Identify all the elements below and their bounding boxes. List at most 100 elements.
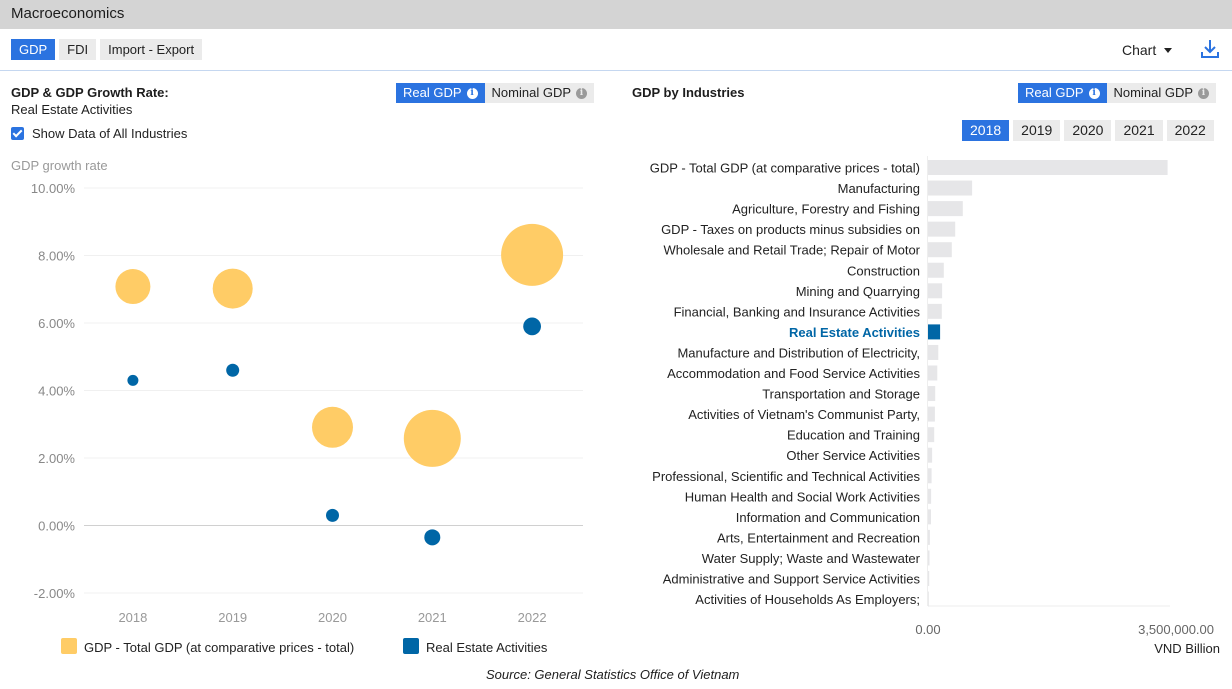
category-label: Human Health and Social Work Activities [685, 489, 921, 504]
category-label: Water Supply; Waste and Wastewater [702, 551, 921, 566]
info-icon[interactable]: i [1088, 87, 1100, 99]
left-nominal-gdp-option[interactable]: Nominal GDP i [484, 83, 594, 103]
show-all-industries-label: Show Data of All Industries [32, 126, 188, 141]
y-tick-label: 2.00% [38, 451, 75, 466]
bar [928, 529, 930, 545]
bar [928, 591, 929, 607]
category-label: Financial, Banking and Insurance Activit… [674, 304, 921, 319]
right-nominal-gdp-option[interactable]: Nominal GDP i [1106, 83, 1216, 103]
checkbox-checked-icon[interactable] [11, 127, 24, 140]
year-2020-button[interactable]: 2020 [1064, 120, 1112, 141]
bar [928, 550, 930, 566]
bubble-real-estate [424, 529, 441, 546]
bar [928, 488, 932, 504]
bar [928, 509, 931, 525]
category-label: Manufacturing [838, 181, 920, 196]
category-label: Real Estate Activities [789, 325, 920, 340]
legend-swatch [61, 638, 77, 654]
category-label: Education and Training [787, 428, 920, 443]
download-icon[interactable] [1199, 38, 1221, 60]
category-label: GDP - Total GDP (at comparative prices -… [650, 161, 920, 176]
show-all-industries-checkbox[interactable]: Show Data of All Industries [11, 126, 187, 141]
y-tick-label: 8.00% [38, 249, 75, 264]
bubble-total-gdp [501, 223, 564, 286]
bar [928, 201, 963, 217]
left-nominal-gdp-label: Nominal GDP [491, 85, 571, 100]
year-2022-button[interactable]: 2022 [1166, 120, 1214, 141]
bar [928, 303, 942, 319]
info-icon[interactable]: i [1198, 87, 1209, 99]
growth-chart-title: GDP & GDP Growth Rate: [11, 85, 169, 100]
bar [928, 160, 1168, 175]
bar [928, 571, 930, 586]
header-divider [0, 70, 1232, 71]
x-tick-label: 2020 [318, 610, 347, 625]
right-real-gdp-option[interactable]: Real GDP i [1018, 83, 1107, 103]
app-title: Macroeconomics [11, 5, 125, 22]
y-tick-label: 6.00% [38, 316, 75, 331]
x-axis-unit-label: VND Billion [1154, 641, 1220, 656]
right-real-gdp-label: Real GDP [1025, 85, 1084, 100]
bubble-real-estate [523, 317, 541, 336]
bar [928, 262, 944, 278]
legend-swatch [403, 638, 419, 654]
app-header: Macroeconomics [0, 0, 1232, 29]
growth-bubble-chart: GDP growth rate -2.00% 0.00% 2.00% 4.00% 6.00… [11, 158, 583, 655]
bubble-real-estate [127, 374, 139, 386]
legend-label: Real Estate Activities [426, 640, 548, 655]
y-tick-label: 4.00% [38, 384, 75, 399]
category-label: Agriculture, Forestry and Fishing [732, 202, 920, 217]
tab-fdi[interactable]: FDI [59, 39, 97, 60]
bar [928, 365, 938, 381]
bar [928, 468, 932, 484]
year-2019-button[interactable]: 2019 [1013, 120, 1061, 141]
year-selector: 2018 2019 2020 2021 2022 [962, 120, 1214, 141]
right-gdp-type-toggle: Real GDP i Nominal GDP i [1018, 83, 1216, 103]
main-tabs: GDP FDI Import - Export [11, 39, 203, 60]
bar-highlighted [928, 324, 941, 340]
category-label: Activities of Vietnam's Communist Party, [688, 407, 920, 422]
category-label: Other Service Activities [786, 448, 920, 463]
bubble-total-gdp [212, 268, 253, 309]
x-tick-label: 2022 [518, 610, 547, 625]
bubble-total-gdp [403, 409, 461, 467]
category-label: Arts, Entertainment and Recreation [717, 530, 920, 545]
year-2021-button[interactable]: 2021 [1115, 120, 1163, 141]
bar [928, 283, 943, 299]
x-tick-label: 2019 [218, 610, 247, 625]
right-nominal-gdp-label: Nominal GDP [1113, 85, 1193, 100]
bar [928, 386, 936, 402]
bar [928, 242, 952, 258]
category-label: Construction [847, 263, 920, 278]
view-type-label: Chart [1122, 42, 1157, 58]
y-tick-label: -2.00% [34, 586, 76, 601]
x-tick-label: 0.00 [915, 622, 940, 637]
x-tick-label: 2018 [118, 610, 147, 625]
category-label: Wholesale and Retail Trade; Repair of Mo… [663, 243, 920, 258]
left-gdp-type-toggle: Real GDP i Nominal GDP i [396, 83, 594, 103]
info-icon[interactable]: i [576, 87, 587, 99]
y-tick-label: 10.00% [31, 181, 76, 196]
bar [928, 344, 939, 360]
category-label: Mining and Quarrying [796, 284, 920, 299]
bubble-real-estate [326, 508, 339, 522]
bubble-total-gdp [312, 406, 353, 448]
bubble-total-gdp [115, 269, 151, 305]
info-icon[interactable]: i [466, 87, 478, 99]
category-label: Manufacture and Distribution of Electric… [677, 345, 920, 360]
bubble-real-estate [226, 363, 240, 377]
category-label: Information and Communication [736, 510, 920, 525]
industries-bar-chart: GDP - Total GDP (at comparative prices -… [650, 156, 1220, 656]
tab-import-export[interactable]: Import - Export [100, 39, 203, 60]
bar [928, 180, 973, 196]
view-type-dropdown[interactable]: Chart [1122, 42, 1173, 58]
tab-gdp[interactable]: GDP [11, 39, 56, 60]
category-label: GDP - Taxes on products minus subsidies … [661, 222, 920, 237]
bar [928, 447, 933, 463]
year-2018-button[interactable]: 2018 [962, 120, 1010, 141]
bar [928, 406, 935, 422]
bar [928, 427, 935, 443]
category-label: Administrative and Support Service Activ… [663, 572, 921, 587]
category-label: Transportation and Storage [762, 387, 920, 402]
left-real-gdp-option[interactable]: Real GDP i [396, 83, 485, 103]
